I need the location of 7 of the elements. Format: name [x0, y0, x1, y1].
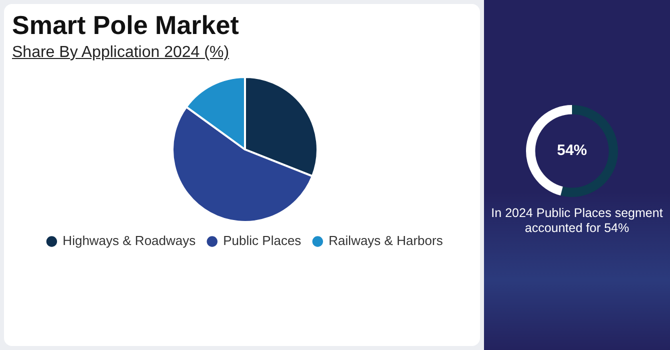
chart-subtitle: Share By Application 2024 (%)	[12, 44, 230, 62]
legend-label: Highways & Roadways	[62, 233, 196, 248]
legend-label: Public Places	[223, 233, 302, 248]
legend-label: Railways & Harbors	[328, 233, 444, 248]
text: In 2024 Public Places segment accounted for 54%	[490, 206, 664, 236]
data-label: 54%	[556, 142, 588, 160]
chart-title: Smart Pole Market	[12, 10, 239, 41]
